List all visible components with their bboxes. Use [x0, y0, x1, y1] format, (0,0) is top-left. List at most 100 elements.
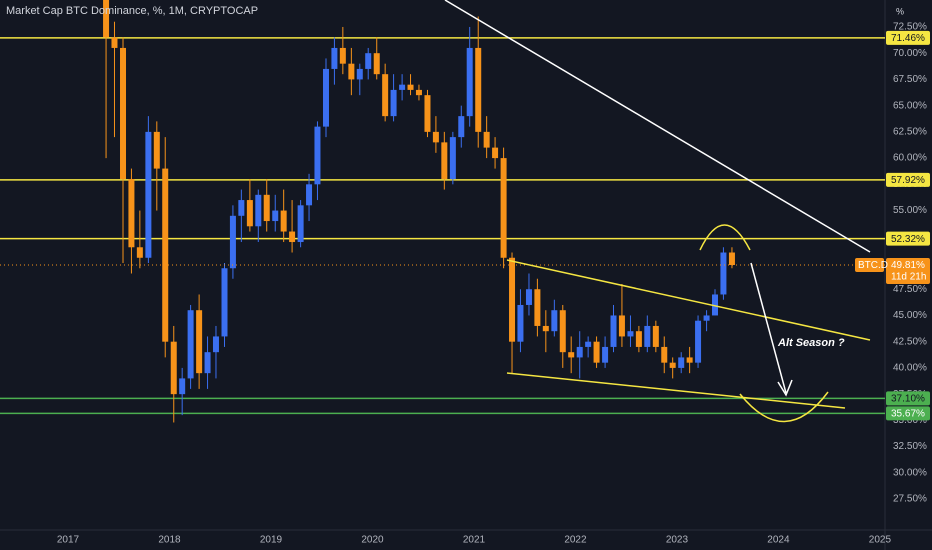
candle-body [525, 289, 532, 305]
y-tick-label: 60.00% [893, 153, 927, 164]
candle-body [356, 68, 363, 80]
candle-body [373, 53, 380, 75]
candle-body [365, 53, 372, 69]
y-tick-label: 65.00% [893, 100, 927, 111]
level-badge-label: 57.92% [891, 175, 925, 186]
candle-body [678, 357, 685, 368]
level-badge [886, 231, 930, 246]
candle-body [475, 47, 482, 132]
candle-body [196, 310, 203, 374]
candle-body [534, 289, 541, 326]
candle-body [263, 194, 270, 222]
x-tick-label: 2018 [158, 535, 181, 546]
candle-body [103, 0, 110, 38]
candle-body [483, 131, 490, 148]
trend-line [444, 0, 871, 253]
candle-body [585, 341, 592, 347]
candle-body [212, 336, 219, 353]
x-tick-label: 2019 [260, 535, 283, 546]
x-tick-label: 2022 [564, 535, 587, 546]
chart-title: Market Cap BTC Dominance, %, 1M, CRYPTOC… [6, 5, 258, 17]
x-tick-label: 2023 [666, 535, 689, 546]
candle-body [466, 47, 473, 117]
candle-body [500, 158, 507, 258]
y-tick-label: 72.50% [893, 22, 927, 33]
y-tick-label: 55.00% [893, 205, 927, 216]
x-tick-label: 2024 [767, 535, 790, 546]
candle-body [627, 331, 634, 337]
candle-body [280, 210, 287, 232]
candle-body [229, 215, 236, 269]
symbol-badge [855, 258, 884, 272]
x-tick-label: 2020 [361, 535, 384, 546]
candle-body [492, 147, 499, 159]
x-tick-label: 2025 [869, 535, 892, 546]
candle-body [221, 268, 228, 337]
candle-body [145, 131, 152, 258]
level-badge [886, 391, 930, 406]
candle-body [382, 74, 389, 117]
axis-unit: % [896, 6, 904, 16]
candle-body [652, 325, 659, 347]
candle-body [407, 84, 414, 90]
y-tick-label: 27.50% [893, 494, 927, 505]
candle-body [635, 331, 642, 347]
candle-body [170, 341, 177, 395]
candle-body [297, 205, 304, 243]
candle-body [331, 47, 338, 69]
arrow-head [777, 379, 793, 397]
candle-body [449, 137, 456, 180]
y-tick-label: 42.50% [893, 336, 927, 347]
candle-body [695, 320, 702, 363]
y-tick-label: 45.00% [893, 310, 927, 321]
x-tick-label: 2021 [463, 535, 486, 546]
y-tick-label: 35.00% [893, 415, 927, 426]
candle-body [458, 116, 465, 138]
candle-body [542, 325, 549, 332]
candle-body [661, 346, 668, 363]
arrow [750, 262, 787, 394]
candle-body [669, 362, 676, 368]
candle-body [390, 89, 397, 117]
candle-body [246, 200, 253, 227]
candle-body [322, 68, 329, 127]
y-tick-label: 70.00% [893, 48, 927, 59]
candle-body [610, 315, 617, 347]
candle-body [153, 131, 160, 169]
level-badge-label: 71.46% [891, 33, 925, 44]
countdown-label: 11d 21h [891, 272, 926, 283]
y-tick-label: 67.50% [893, 74, 927, 85]
candle-body [712, 294, 719, 316]
trend-line [506, 259, 871, 341]
candle-body [517, 304, 524, 342]
candle-body [415, 89, 422, 96]
y-tick-label: 62.50% [893, 127, 927, 138]
drawings [444, 0, 871, 423]
candle-body [306, 184, 313, 206]
candle-body [120, 47, 127, 180]
level-badge-label: 52.32% [891, 234, 925, 245]
annotation: Alt Season ? [777, 337, 845, 349]
candle-body [441, 142, 448, 180]
candle-body [593, 341, 600, 363]
candle-body [128, 179, 135, 248]
level-badge-label: 37.10% [891, 393, 925, 404]
candle-body [432, 131, 439, 143]
candle-body [255, 194, 262, 227]
candle-body [728, 252, 735, 265]
last-price-label: 49.81% [891, 260, 925, 271]
x-tick-label: 2017 [57, 535, 80, 546]
candle-body [111, 37, 118, 48]
level-badge-label: 35.67% [891, 408, 925, 419]
candle-body [424, 95, 431, 132]
y-tick-label: 40.00% [893, 363, 927, 374]
candle-body [618, 315, 625, 337]
candle-body [720, 252, 727, 295]
candle-body [399, 84, 406, 90]
candle-body [559, 310, 566, 353]
candle-body [339, 47, 346, 64]
y-tick-label: 32.50% [893, 441, 927, 452]
plot-area [0, 0, 885, 423]
